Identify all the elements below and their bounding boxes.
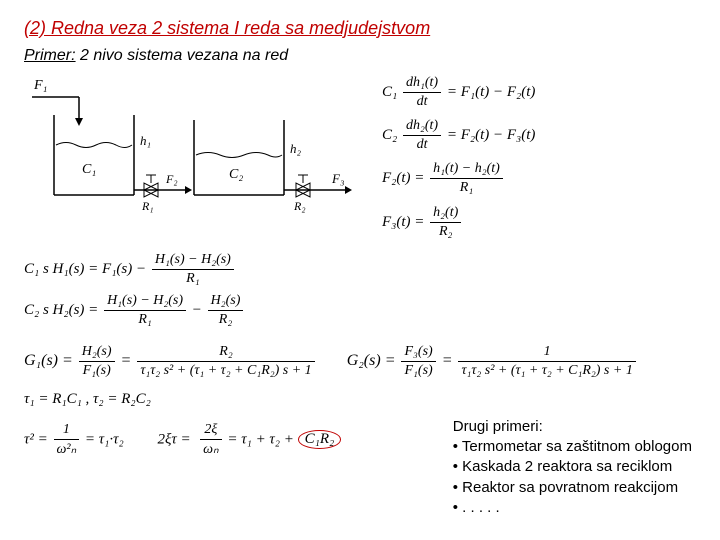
tausq-rhs: = τ₁ + τ₂ + [227, 431, 297, 447]
label-f3: F₃ [331, 171, 344, 186]
footer-bullet-3: • Reaktor sa povratnom reakcijom [453, 478, 692, 498]
subtitle-label: Primer: [24, 47, 76, 64]
eq2-rhs: = F₂(t) − F₃(t) [447, 127, 536, 143]
label-c1: C₁ [82, 162, 96, 177]
circled-term: C₁R₂ [298, 430, 342, 449]
g2-frac2: 1τ₁τ₂ s² + (τ₁ + τ₂ + C₁R₂) s + 1 [458, 344, 635, 379]
label-c2: C₂ [229, 167, 243, 182]
g1-mid: = [121, 352, 136, 369]
g1-equation: G₁(s) = H₂(s)F₁(s) = R₂τ₁τ₂ s² + (τ₁ + τ… [24, 344, 317, 379]
eq2-frac: dh₂(t)dt [403, 118, 441, 153]
footer-bullet-4: • . . . . . [453, 498, 692, 518]
eq4-frac: h₂(t)R₂ [430, 205, 461, 240]
g1-lhs: G₁(s) = [24, 352, 77, 369]
laplace-2-lhs: C₂ s H₂(s) = [24, 302, 102, 318]
g1-frac2: R₂τ₁τ₂ s² + (τ₁ + τ₂ + C₁R₂) s + 1 [137, 344, 314, 379]
tausq-frac1: 1ω²ₙ [54, 422, 80, 458]
label-r2: R₂ [293, 199, 306, 213]
eq2-lhs: C₂ [382, 127, 397, 143]
eq4-lhs: F₃(t) = [382, 214, 428, 230]
other-examples: Drugi primeri: • Termometar sa zaštitnom… [453, 417, 692, 518]
g1-frac1: H₂(s)F₁(s) [79, 344, 115, 379]
subtitle-text: 2 nivo sistema vezana na red [76, 47, 289, 64]
label-h1: h₁ [140, 133, 151, 148]
g2-lhs: G₂(s) = [347, 352, 400, 369]
laplace-1-frac: H₁(s) − H₂(s)R₁ [152, 252, 234, 287]
eq3-frac: h₁(t) − h₂(t)R₁ [430, 161, 503, 196]
laplace-2-mid: − [192, 302, 206, 318]
label-f1: F₁ [33, 78, 47, 93]
g2-equation: G₂(s) = F₃(s)F₁(s) = 1τ₁τ₂ s² + (τ₁ + τ₂… [347, 344, 638, 379]
tank-diagram: F₁ C₁ h₁ R₁ F₂ C₂ h₂ R₂ [24, 75, 364, 225]
label-r1: R₁ [141, 199, 154, 213]
tausq-gap: 2ξτ = [127, 431, 194, 447]
label-f2: F₂ [165, 172, 178, 186]
footer-bullet-2: • Kaskada 2 reaktora sa reciklom [453, 457, 692, 477]
footer-heading: Drugi primeri: [453, 417, 692, 437]
eq3-lhs: F₂(t) = [382, 170, 428, 186]
tausq-lhs: τ² = [24, 431, 52, 447]
tausq-mid: = τ₁·τ₂ [85, 431, 124, 447]
laplace-2-frac1: H₁(s) − H₂(s)R₁ [104, 293, 186, 328]
ode-equations: C₁ dh₁(t)dt = F₁(t) − F₂(t) C₂ dh₂(t)dt … [382, 75, 535, 248]
section-title: (2) Redna veza 2 sistema I reda sa medju… [24, 18, 696, 39]
footer-bullet-1: • Termometar sa zaštitnom oblogom [453, 437, 692, 457]
tau-definitions: τ₁ = R₁C₁ , τ₂ = R₂C₂ [24, 391, 696, 408]
transfer-functions: G₁(s) = H₂(s)F₁(s) = R₂τ₁τ₂ s² + (τ₁ + τ… [24, 344, 696, 379]
laplace-2-frac2: H₂(s)R₂ [208, 293, 244, 328]
laplace-1-lhs: C₁ s H₁(s) = F₁(s) − [24, 261, 150, 277]
tausq-frac2: 2ξωₙ [200, 422, 221, 458]
g2-frac1: F₃(s)F₁(s) [401, 344, 435, 379]
example-subtitle: Primer: 2 nivo sistema vezana na red [24, 47, 696, 65]
eq1-frac: dh₁(t)dt [403, 75, 441, 110]
laplace-equations: C₁ s H₁(s) = F₁(s) − H₁(s) − H₂(s)R₁ C₂ … [24, 252, 696, 334]
eq1-rhs: = F₁(t) − F₂(t) [447, 84, 536, 100]
label-h2: h₂ [290, 141, 302, 156]
eq1-lhs: C₁ [382, 84, 397, 100]
g2-mid: = [442, 352, 457, 369]
